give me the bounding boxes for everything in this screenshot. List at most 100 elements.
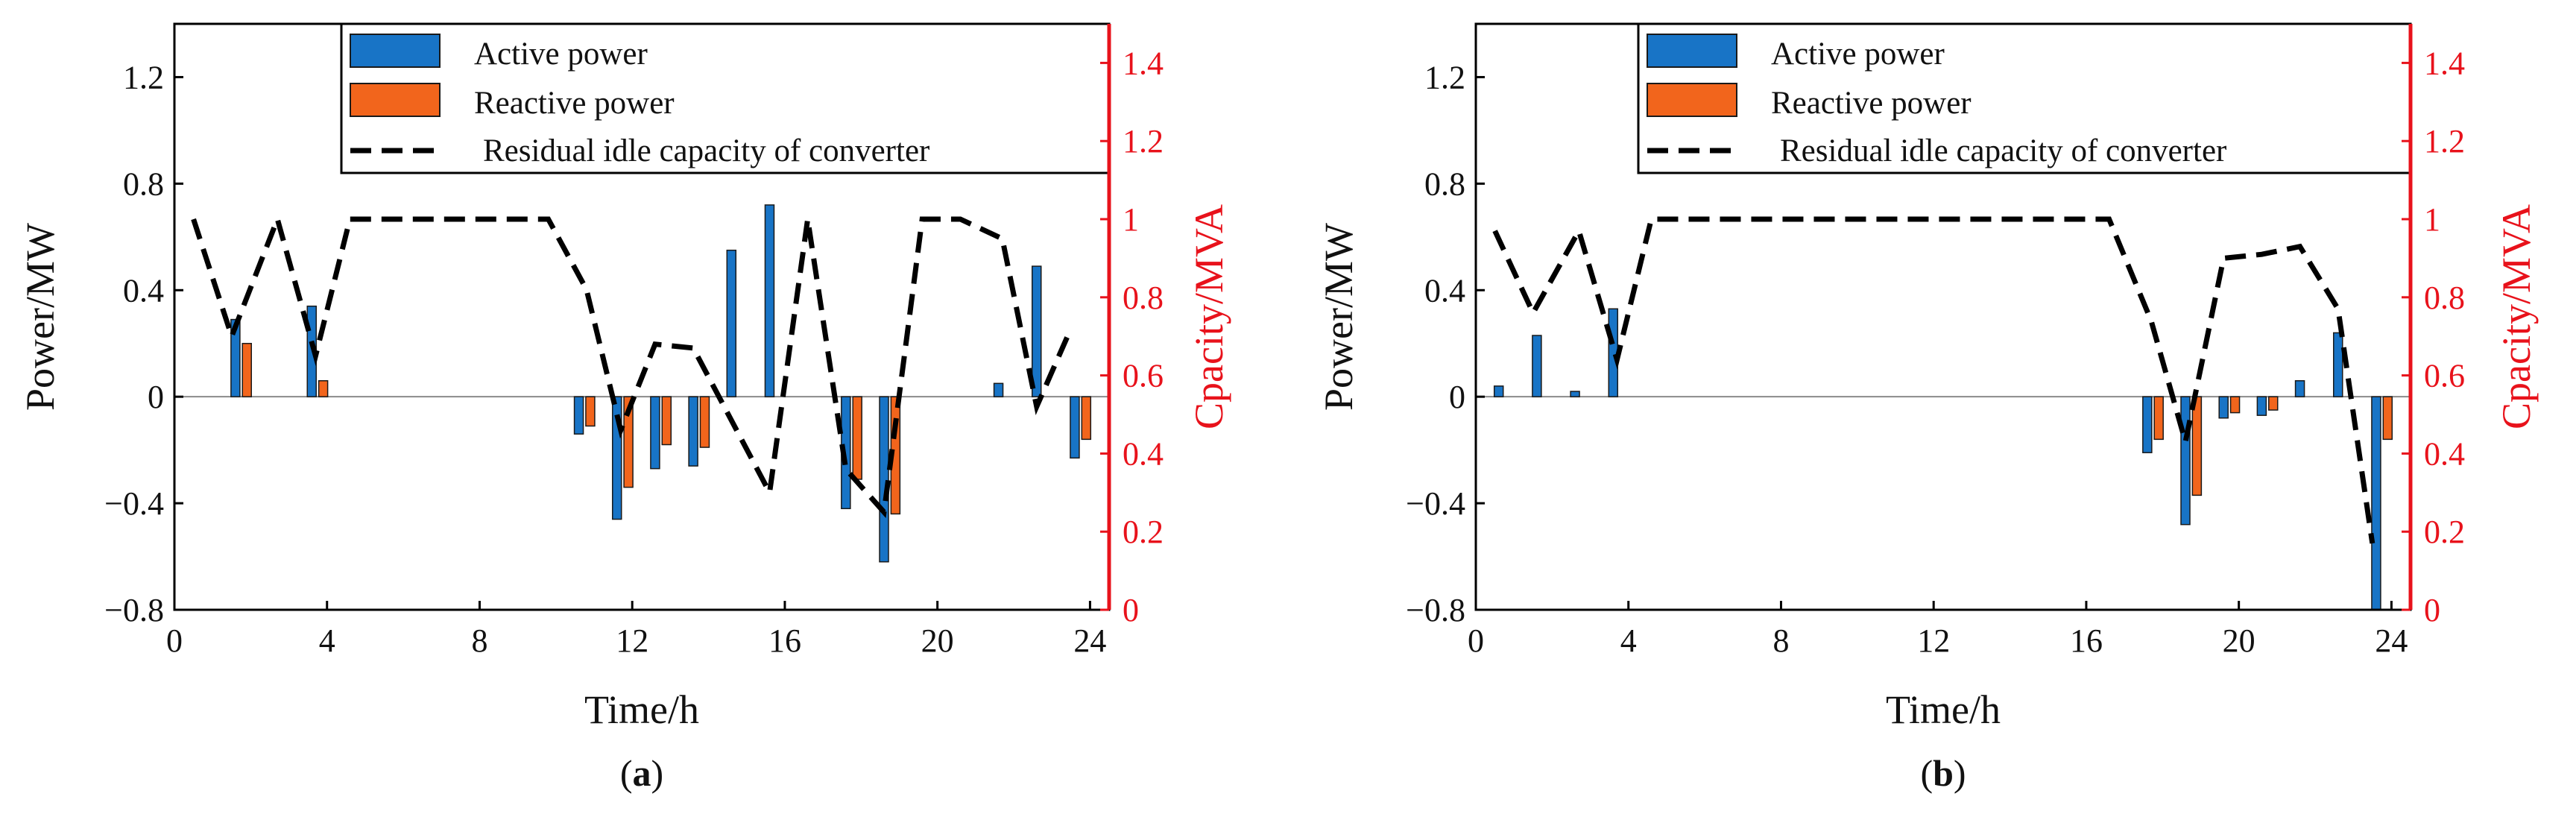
legend-b: Active power Reactive power Residual idl… [1637, 22, 2412, 174]
active-power-bar [2294, 379, 2305, 397]
x-tick-label: 24 [2375, 622, 2408, 659]
y-tick-label: 0.8 [1424, 165, 1465, 202]
y-tick-label: 0 [1449, 379, 1465, 415]
reactive-power-bar [242, 342, 252, 397]
x-tick-label: 0 [1468, 622, 1484, 659]
y2-axis-label-a: Cpacity/MVA [1187, 204, 1231, 429]
y-tick-label: −0.8 [104, 592, 164, 628]
legend-a: Active power Reactive power Residual idl… [340, 22, 1111, 174]
plot-area-b [1476, 216, 2411, 611]
x-tick-label: 12 [616, 622, 648, 659]
y-tick-label: 0 [148, 379, 164, 415]
x-tick-label: 8 [471, 622, 487, 659]
x-tick-label: 0 [166, 622, 183, 659]
y2-tick-label: 0.8 [2424, 280, 2465, 316]
reactive-power-bar [318, 379, 329, 397]
x-tick-label: 4 [1620, 622, 1637, 659]
y-axis-label-a: Power/MW [18, 223, 63, 411]
x-tick-label: 20 [2223, 622, 2255, 659]
reactive-power-bar [2229, 396, 2241, 414]
active-power-bar [2371, 396, 2381, 611]
plot-area-a [174, 204, 1109, 563]
legend-label-active: Active power [1771, 37, 1945, 72]
x-axis-label-a: Time/h [584, 687, 699, 732]
legend-swatch-reactive [1647, 83, 1737, 117]
y2-tick-label: 0.6 [1123, 358, 1164, 394]
reactive-power-bar [2153, 396, 2164, 441]
y2-tick-label: 1.4 [2424, 45, 2465, 81]
y2-tick-label: 1 [2424, 201, 2440, 238]
active-power-bar [573, 396, 584, 435]
y-axis-label-b: Power/MW [1316, 223, 1361, 411]
legend-label-capacity: Residual idle capacity of converter [1780, 133, 2226, 168]
y2-tick-label: 0.4 [1123, 435, 1164, 472]
reactive-power-bar [2267, 396, 2279, 411]
x-tick-label: 12 [1917, 622, 1950, 659]
y-tick-label: −0.4 [1406, 485, 1465, 522]
x-tick-label: 16 [768, 622, 801, 659]
legend-swatch-active [350, 34, 441, 68]
active-power-bar [1032, 265, 1042, 397]
x-tick-label: 8 [1772, 622, 1789, 659]
active-power-bar [1532, 335, 1542, 397]
active-power-bar [2333, 332, 2343, 397]
legend-swatch-reactive [350, 83, 441, 117]
y2-tick-label: 1.2 [1123, 123, 1164, 160]
y2-tick-label: 0.2 [2424, 514, 2465, 550]
caption-letter-b: b [1933, 752, 1954, 794]
reactive-power-bar [852, 396, 862, 480]
reactive-power-bar [2382, 396, 2393, 441]
x-tick-label: 4 [319, 622, 335, 659]
reactive-power-bar [1081, 396, 1092, 441]
reactive-power-bar [623, 396, 634, 488]
x-tick-label: 24 [1073, 622, 1106, 659]
active-power-bar [2218, 396, 2229, 419]
y2-tick-label: 0.6 [2424, 358, 2465, 394]
reactive-power-bar [699, 396, 710, 448]
y2-tick-label: 1 [1123, 201, 1139, 238]
legend-label-capacity: Residual idle capacity of converter [483, 133, 929, 168]
y2-tick-label: 1.2 [2424, 123, 2465, 160]
active-power-bar [726, 249, 737, 397]
active-power-bar [2180, 396, 2191, 526]
capacity-line [1492, 216, 2375, 544]
active-power-bar [764, 204, 775, 397]
y2-tick-label: 0 [2424, 592, 2440, 628]
caption-a: (a) [620, 752, 663, 794]
legend-swatch-active [1647, 34, 1737, 68]
active-power-bar [993, 382, 1004, 397]
active-power-bar [650, 396, 660, 470]
y-tick-label: −0.4 [104, 485, 164, 522]
active-power-bar [2256, 396, 2267, 416]
caption-letter-a: a [633, 752, 651, 794]
reactive-power-bar [585, 396, 596, 427]
y2-tick-label: 1.4 [1123, 45, 1164, 81]
active-power-bar [1570, 391, 1580, 397]
y2-tick-label: 0.4 [2424, 435, 2465, 472]
capacity-line [191, 210, 1074, 519]
legend-box-b [1637, 22, 2412, 174]
y-tick-label: 1.2 [1424, 59, 1465, 95]
panel-a: Active power Reactive power Residual idl… [18, 22, 1231, 794]
reactive-power-bar [661, 396, 672, 446]
active-power-bar [688, 396, 698, 467]
reactive-power-bar [2191, 396, 2203, 496]
y-tick-label: 0.8 [123, 165, 164, 202]
y2-axis-label-b: Cpacity/MVA [2494, 204, 2539, 429]
x-tick-label: 16 [2070, 622, 2103, 659]
legend-label-reactive: Reactive power [1771, 86, 1972, 121]
active-power-bar [1070, 396, 1080, 459]
y-tick-label: 1.2 [123, 59, 164, 95]
caption-b: (b) [1920, 752, 1966, 794]
legend-label-active: Active power [474, 37, 648, 72]
x-axis-label-b: Time/h [1886, 687, 2001, 732]
panel-b: Active power Reactive power Residual idl… [1316, 22, 2539, 794]
y2-tick-label: 0.8 [1123, 280, 1164, 316]
y-tick-label: −0.8 [1406, 592, 1465, 628]
y2-tick-label: 0.2 [1123, 514, 1164, 550]
legend-label-reactive: Reactive power [474, 86, 675, 121]
y-tick-label: 0.4 [123, 272, 164, 309]
y2-tick-label: 0 [1123, 592, 1139, 628]
active-power-bar [879, 396, 889, 563]
